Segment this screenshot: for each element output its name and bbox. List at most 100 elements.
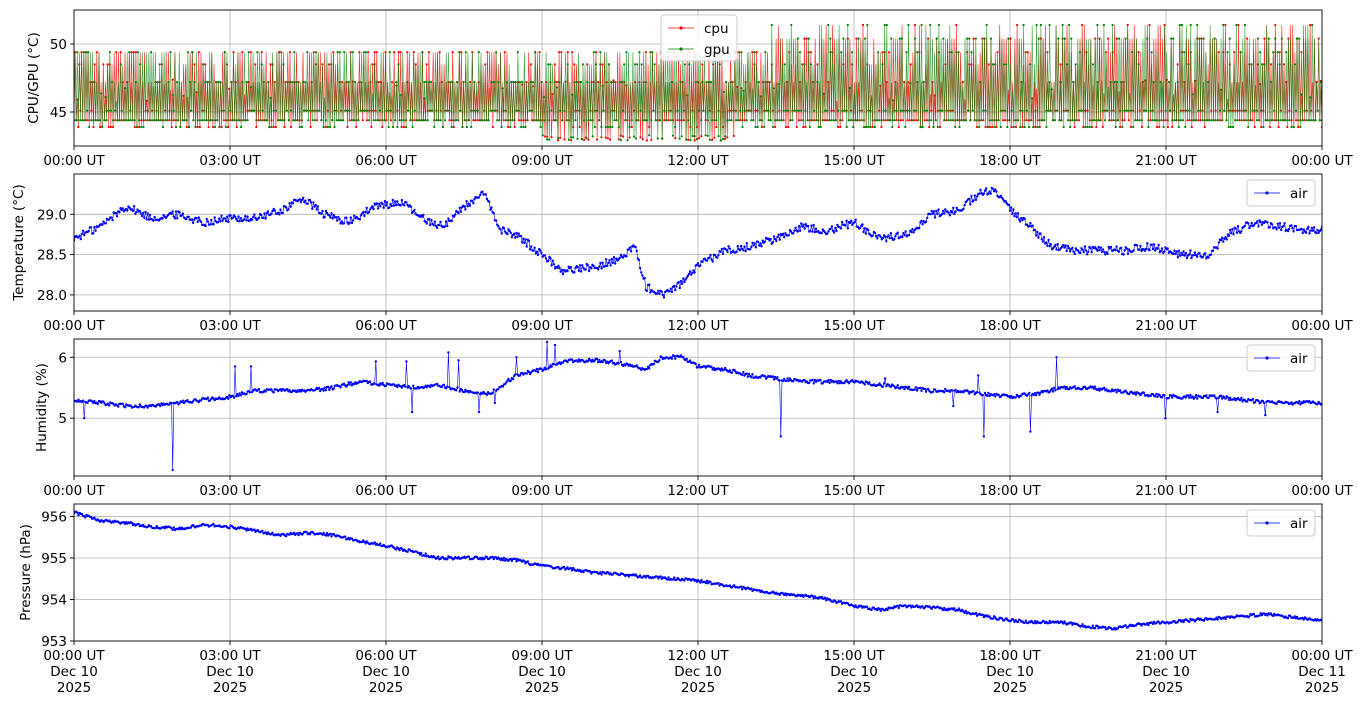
data-point-cpu [1059, 63, 1061, 65]
data-point-air [523, 242, 525, 244]
data-point-gpu [839, 119, 841, 121]
data-point-air [1271, 223, 1273, 225]
data-point-gpu [303, 110, 305, 112]
data-point-gpu [459, 110, 461, 112]
data-point-gpu [603, 110, 605, 112]
data-point-air [845, 220, 847, 222]
data-point-gpu [1282, 119, 1284, 121]
data-point-gpu [1241, 119, 1243, 121]
data-point-air [775, 240, 777, 242]
data-point-air [729, 248, 731, 250]
data-point-air [1257, 225, 1259, 227]
data-point-air [510, 232, 512, 234]
data-point-gpu [571, 94, 573, 96]
data-point-gpu [357, 119, 359, 121]
data-point-air [445, 220, 447, 222]
data-point-air [312, 201, 314, 203]
data-point-air [1016, 216, 1018, 218]
data-point-gpu [275, 110, 277, 112]
data-point-air [653, 363, 655, 365]
data-point-air [532, 250, 534, 252]
data-point-air [108, 404, 110, 406]
data-point-air [1213, 394, 1215, 396]
data-point-air [245, 219, 247, 221]
data-point-gpu [826, 110, 828, 112]
data-point-cpu [448, 119, 450, 121]
data-point-gpu [1062, 24, 1064, 26]
data-point-air [1012, 619, 1014, 621]
data-point-gpu [145, 119, 147, 121]
data-point-gpu [1262, 126, 1264, 128]
data-point-air [941, 213, 943, 215]
data-point-air [124, 406, 126, 408]
data-point-cpu [1167, 126, 1169, 128]
data-point-air [755, 246, 757, 248]
data-point-air [919, 387, 921, 389]
data-point-air [178, 211, 180, 213]
data-point-gpu [705, 134, 707, 136]
data-point-cpu [842, 63, 844, 65]
data-point-air [228, 527, 230, 529]
data-point-gpu [1147, 126, 1149, 128]
data-point-air [1097, 246, 1099, 248]
data-point-gpu [1123, 110, 1125, 112]
data-point-air [680, 280, 682, 282]
y-axis-label: CPU/GPU (°C) [26, 32, 42, 123]
data-point-gpu [509, 126, 511, 128]
data-point-air [195, 217, 197, 219]
data-point-air [915, 386, 917, 388]
data-point-air [1091, 627, 1093, 629]
data-point-air [886, 609, 888, 611]
data-point-gpu [1172, 38, 1174, 40]
data-point-cpu [872, 126, 874, 128]
data-point-gpu [867, 126, 869, 128]
data-point-air [1021, 219, 1023, 221]
data-point-cpu [694, 139, 696, 141]
data-point-gpu [329, 126, 331, 128]
data-point-gpu [383, 119, 385, 121]
data-point-gpu [75, 119, 77, 121]
data-point-gpu [1153, 81, 1155, 83]
data-point-air [764, 375, 766, 377]
data-point-air [304, 200, 306, 202]
data-point-air [1194, 396, 1196, 398]
data-point-air [1156, 396, 1158, 398]
data-point-cpu [587, 138, 589, 140]
data-point-gpu [396, 126, 398, 128]
data-point-gpu [576, 138, 578, 140]
data-point-gpu [854, 119, 856, 121]
data-point-air [920, 220, 922, 222]
data-point-air [156, 525, 158, 527]
data-point-cpu [1039, 126, 1041, 128]
data-point-cpu [1300, 51, 1302, 53]
data-point-gpu [400, 94, 402, 96]
data-point-gpu [1203, 38, 1205, 40]
data-point-gpu [192, 119, 194, 121]
data-point-gpu [1154, 119, 1156, 121]
data-point-air [1012, 208, 1014, 210]
data-point-air [1161, 247, 1163, 249]
data-point-cpu [700, 135, 702, 137]
data-point-gpu [166, 119, 168, 121]
data-point-air [773, 378, 775, 380]
data-point-air [783, 236, 785, 238]
data-point-air [598, 266, 600, 268]
data-point-air [351, 222, 353, 224]
data-point-gpu [550, 110, 552, 112]
data-point-gpu [193, 81, 195, 83]
data-point-gpu [199, 119, 201, 121]
data-point-gpu [778, 119, 780, 121]
data-point-air [1135, 393, 1137, 395]
data-point-air [379, 205, 381, 207]
data-point-air [883, 382, 885, 384]
x-tick-label: 06:00 UT [355, 483, 417, 499]
legend-label-gpu: gpu [704, 42, 730, 58]
data-point-air [566, 361, 568, 363]
data-point-gpu [970, 51, 972, 53]
data-point-gpu [136, 126, 138, 128]
data-point-air [503, 227, 505, 229]
data-point-cpu [1128, 119, 1130, 121]
data-point-gpu [595, 63, 597, 65]
data-point-air [192, 222, 194, 224]
data-point-air [140, 212, 142, 214]
